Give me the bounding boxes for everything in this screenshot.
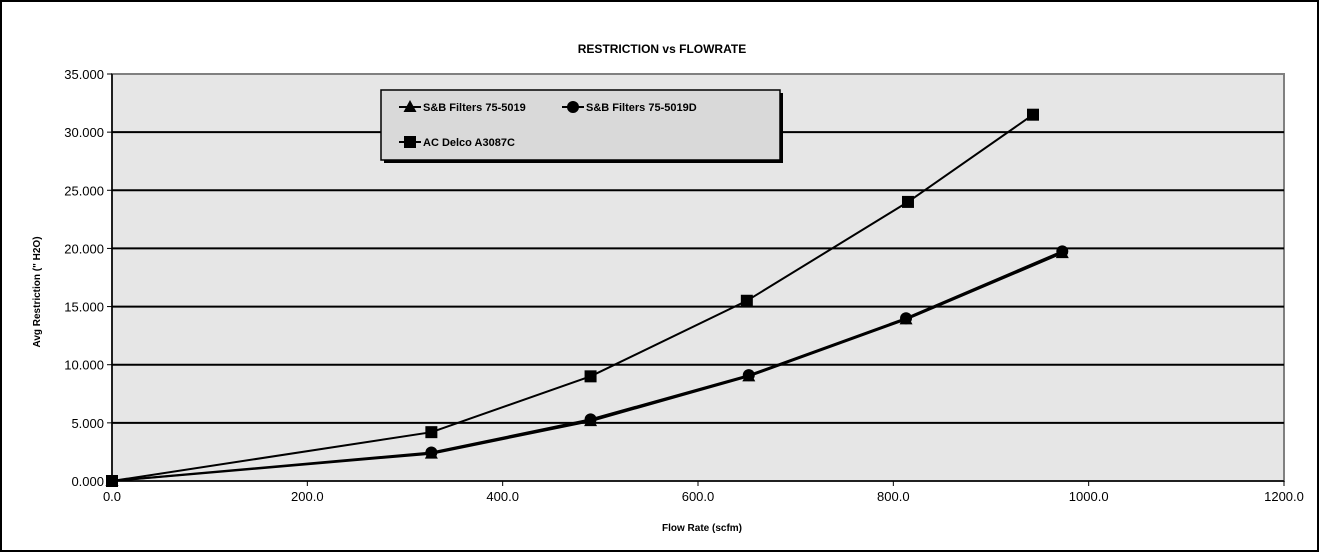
y-tick-label: 5.000 [71,416,104,431]
legend-marker-square [404,136,416,148]
y-tick-label: 0.000 [71,474,104,489]
legend-label: S&B Filters 75-5019 [423,102,526,114]
data-point-circle [900,312,913,325]
x-tick-label: 200.0 [291,489,324,504]
y-tick-label: 10.000 [64,358,104,373]
x-tick-label: 400.0 [486,489,519,504]
x-axis-title: Flow Rate (scfm) [662,523,742,534]
x-tick-label: 600.0 [682,489,715,504]
legend-item: S&B Filters 75-5019D [562,101,697,114]
data-point-circle [742,369,755,382]
y-tick-label: 15.000 [64,300,104,315]
legend-box [380,89,781,161]
legend-label: S&B Filters 75-5019D [586,102,697,114]
x-tick-label: 1200.0 [1264,489,1304,504]
data-point-square [425,426,438,439]
y-tick-label: 25.000 [64,183,104,198]
y-axis-title: Avg Restriction (" H2O) [32,236,43,347]
legend-label: AC Delco A3087C [423,137,515,149]
legend-item: S&B Filters 75-5019 [399,100,526,114]
y-tick-label: 30.000 [64,125,104,140]
data-point-square [901,195,914,208]
data-point-circle [584,413,597,426]
x-tick-label: 800.0 [877,489,910,504]
data-point-circle [425,446,438,459]
x-tick-label: 0.0 [103,489,121,504]
series-square [106,108,1039,487]
legend-marker-triangle [403,100,417,112]
legend-marker-circle [567,101,579,113]
data-point-square [584,370,597,383]
series-line-square [111,113,1034,482]
legend-item: AC Delco A3087C [399,136,515,149]
chart-title: RESTRICTION vs FLOWRATE [578,42,746,56]
y-tick-label: 35.000 [64,67,104,82]
y-tick-label: 20.000 [64,241,104,256]
data-point-circle [1056,245,1069,258]
data-point-square [106,475,118,487]
data-point-square [740,294,753,307]
x-tick-label: 1000.0 [1069,489,1109,504]
legend: S&B Filters 75-5019 S&B Filters 75-5019D A… [380,89,783,163]
series-line-circle [111,250,1063,482]
data-point-square [1026,108,1039,121]
